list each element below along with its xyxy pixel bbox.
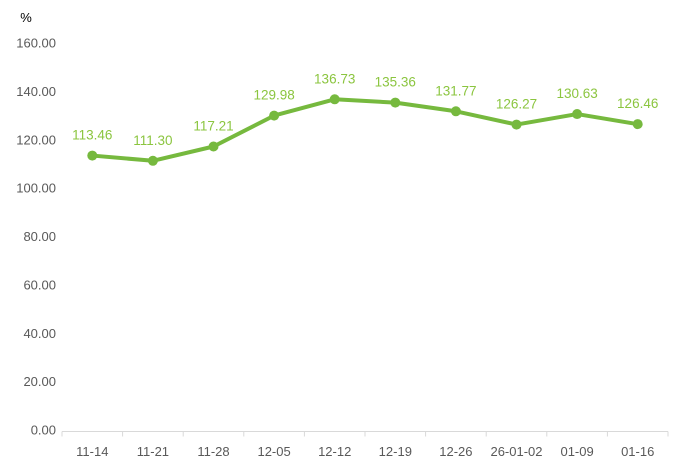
series-line: [90, 97, 640, 163]
y-axis-tick-label: 120.00: [16, 132, 56, 147]
data-point-marker[interactable]: [390, 97, 401, 108]
data-point-marker[interactable]: [632, 119, 643, 130]
y-axis-tick-label: 20.00: [23, 374, 56, 389]
y-axis-tick-label: 160.00: [16, 36, 56, 51]
x-axis-tick-label: 12-12: [318, 444, 351, 459]
data-point-label: 126.27: [496, 97, 537, 112]
data-point-label: 130.63: [556, 86, 597, 101]
data-point-marker[interactable]: [450, 106, 461, 117]
x-axis-tick-label: 11-14: [76, 444, 108, 459]
x-axis-tick-labels: 11-14 11-21 11-28 12-05 12-12 12-19 12-26 26-01…: [76, 444, 654, 459]
x-axis-tick-label: 11-21: [137, 444, 169, 459]
data-point-label: 136.73: [314, 71, 355, 86]
data-point-marker[interactable]: [269, 110, 280, 121]
data-point-marker[interactable]: [511, 119, 522, 130]
y-axis-tick-label: 80.00: [23, 229, 56, 244]
data-point-label: 111.30: [133, 133, 172, 148]
data-series: 113.46 111.30 117.21 129.98 136.73 135.36 131.…: [72, 71, 658, 166]
y-axis-tick-label: 40.00: [23, 326, 56, 341]
y-axis-tick-labels: 0.00 20.00 40.00 60.00 80.00 100.00 120.00 140.…: [16, 36, 56, 438]
data-point-marker[interactable]: [572, 109, 583, 120]
data-point-label: 126.46: [617, 96, 658, 111]
data-point-marker[interactable]: [87, 150, 98, 161]
y-axis-tick-label: 100.00: [16, 181, 56, 196]
data-point-label: 135.36: [375, 75, 416, 90]
data-point-label: 113.46: [72, 128, 112, 143]
y-axis-tick-label: 140.00: [16, 84, 56, 99]
y-axis-tick-label: 60.00: [23, 277, 56, 292]
x-axis-tick-label: 11-28: [197, 444, 229, 459]
y-axis-unit-label: %: [20, 10, 32, 25]
data-point-label: 131.77: [435, 83, 476, 98]
x-axis: [61, 431, 669, 437]
x-axis-tick-label: 12-05: [257, 444, 290, 459]
data-point-marker[interactable]: [208, 141, 219, 152]
data-point-marker[interactable]: [147, 155, 158, 166]
x-axis-tick-label: 12-19: [379, 444, 412, 459]
x-axis-tick-label: 01-09: [560, 444, 593, 459]
data-point-label: 117.21: [193, 118, 233, 133]
x-axis-tick-label: 26-01-02: [490, 444, 542, 459]
data-point-label: 129.98: [253, 88, 294, 103]
x-axis-tick-label: 12-26: [439, 444, 472, 459]
y-axis-tick-label: 0.00: [31, 423, 56, 438]
data-point-marker[interactable]: [329, 94, 340, 105]
x-axis-tick-label: 01-16: [621, 444, 654, 459]
